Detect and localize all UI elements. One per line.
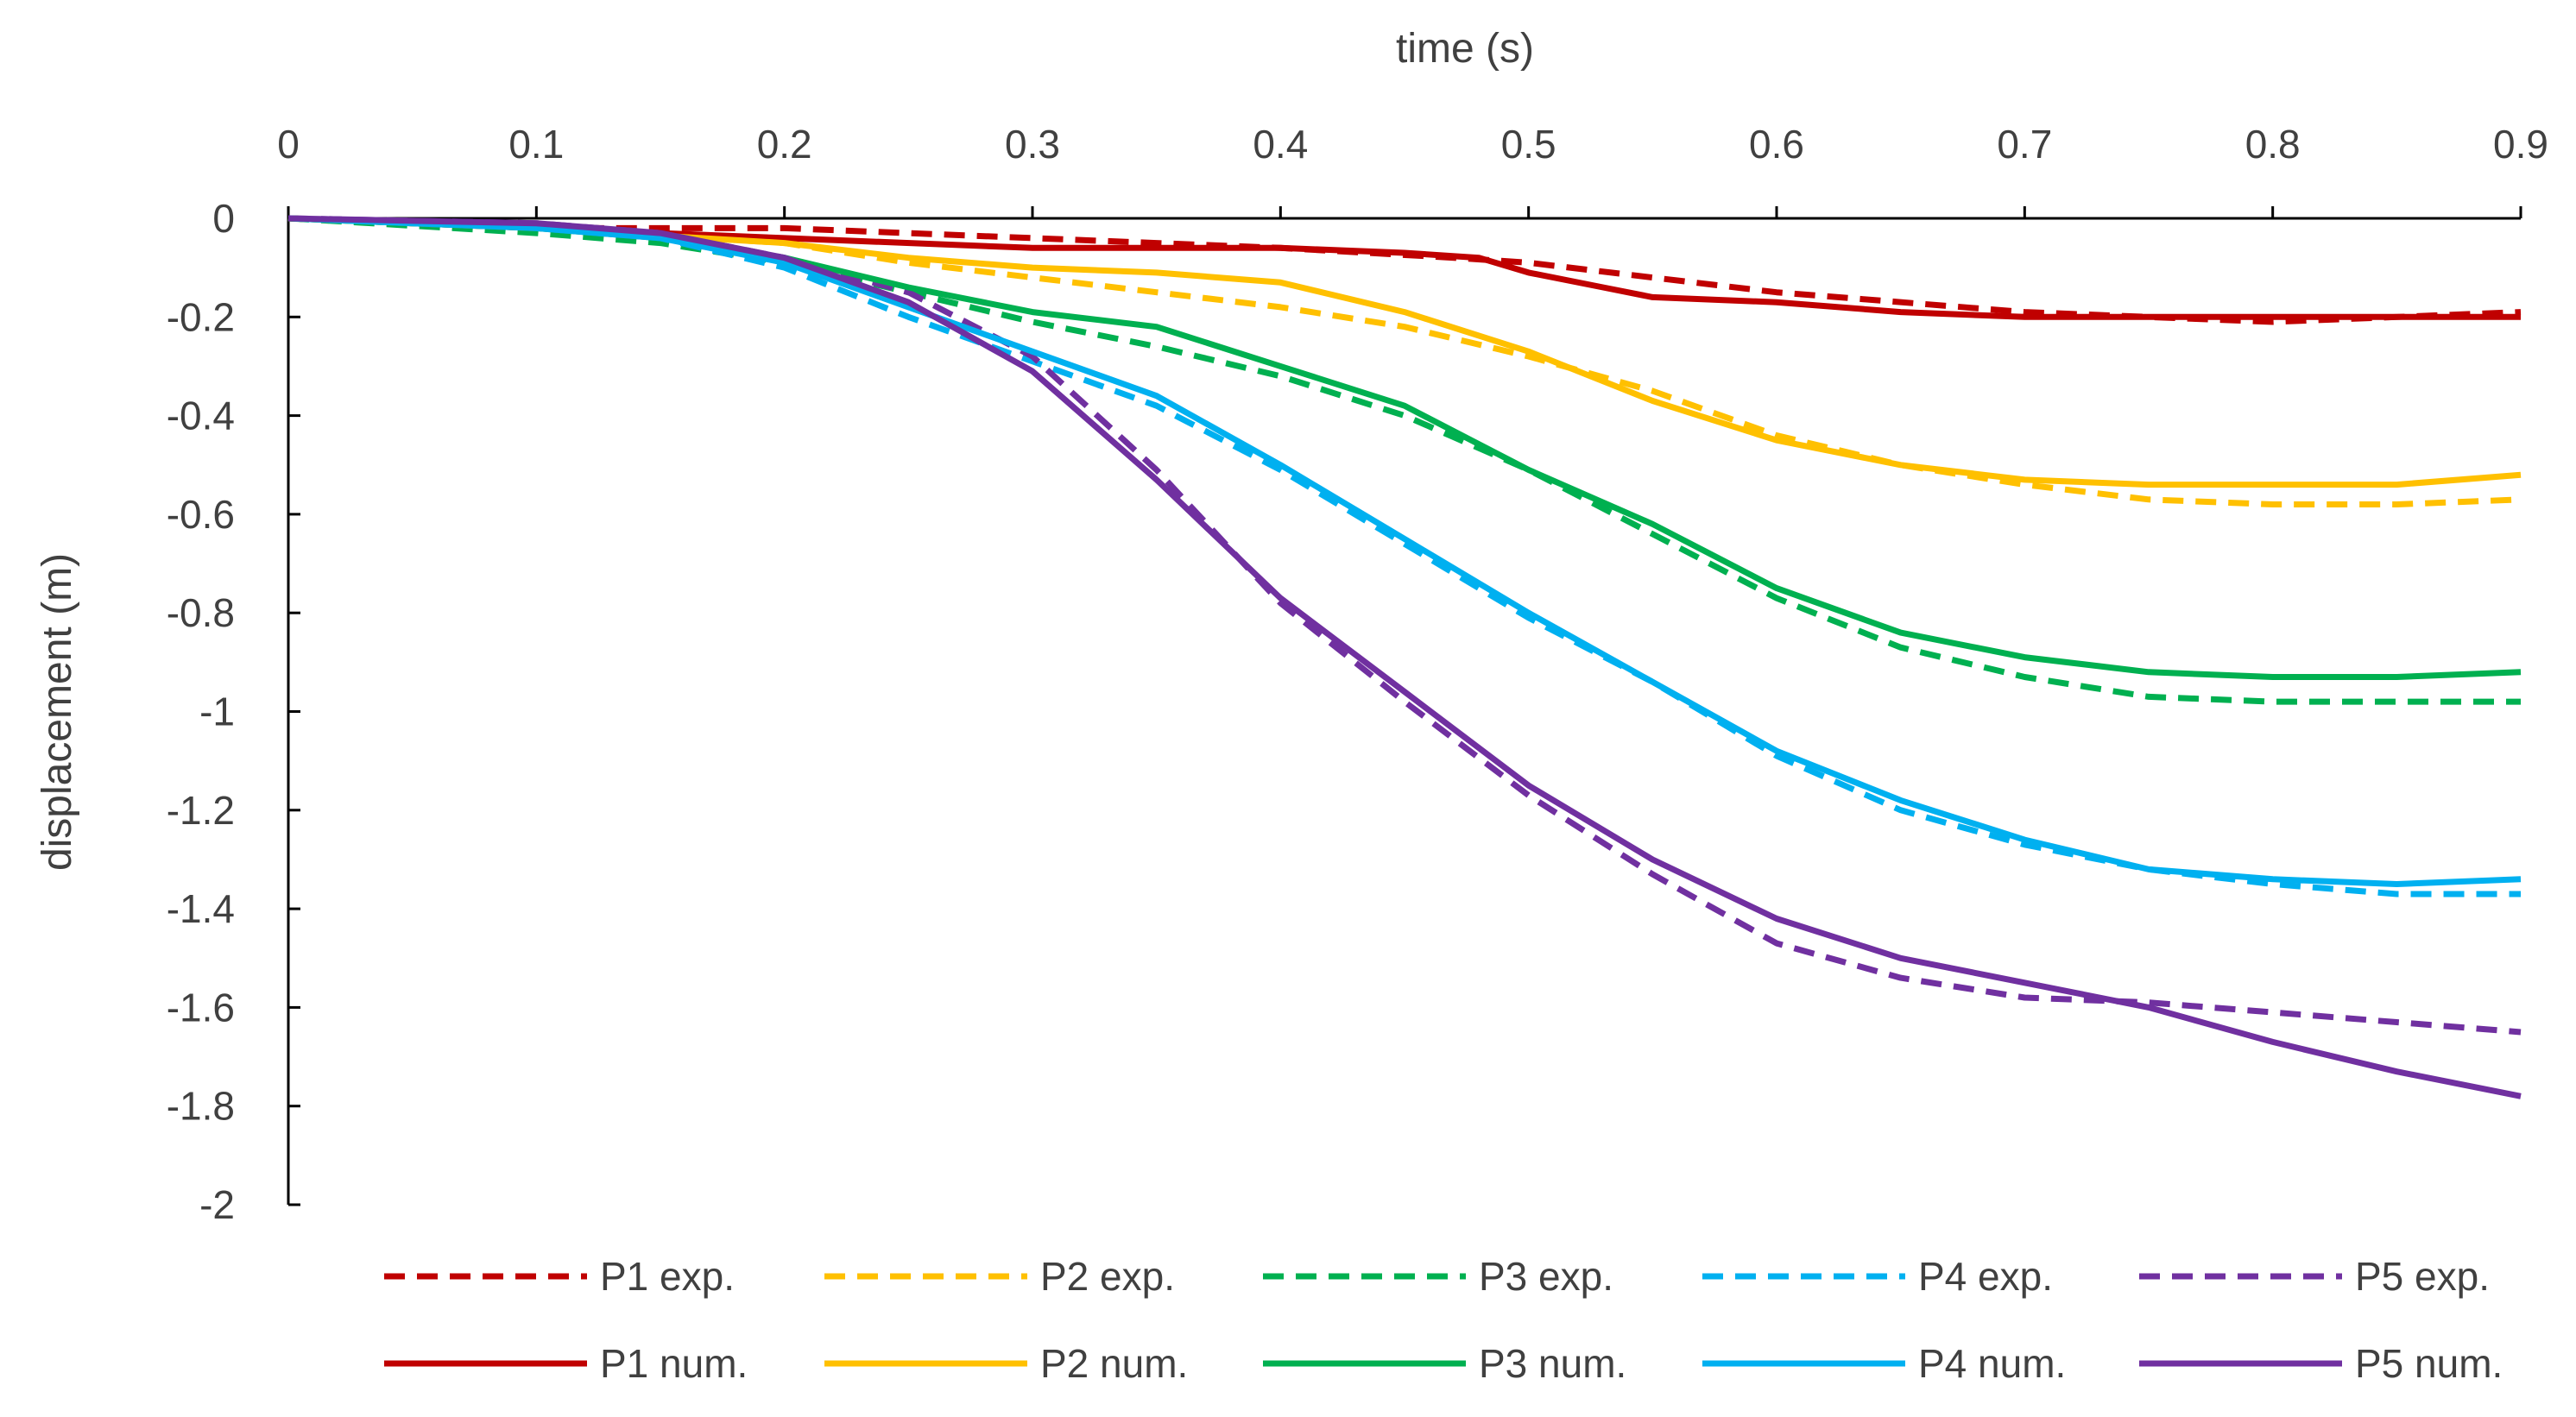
x-tick-label: 0.6 (1749, 122, 1804, 167)
y-tick-label: -1.8 (167, 1084, 235, 1129)
series-line-p3-num (287, 215, 2522, 680)
series-line-p2-num (287, 215, 2522, 488)
y-tick-label: 0 (212, 196, 235, 241)
legend-label: P3 exp. (1479, 1254, 1613, 1299)
series-line-p1-exp (287, 215, 2522, 325)
series-line-p1-num (287, 215, 2521, 320)
series-line-p3-exp (287, 215, 2521, 705)
x-tick-label: 0.2 (757, 122, 812, 167)
plot-area (287, 215, 2522, 1099)
x-tick-label: 0.8 (2245, 122, 2301, 167)
legend-label: P1 num. (600, 1341, 748, 1386)
x-tick-label: 0.9 (2493, 122, 2548, 167)
x-tick-label: 0.3 (1005, 122, 1060, 167)
x-axis-title: time (s) (1396, 26, 1534, 72)
legend: P1 exp. P2 exp. P3 exp. P4 exp. P5 exp. P1 nu… (384, 1254, 2503, 1386)
legend-label: P4 exp. (1918, 1254, 2053, 1299)
y-tick-label: -2 (199, 1182, 235, 1227)
legend-label: P5 exp. (2355, 1254, 2490, 1299)
y-tick-label: -0.8 (167, 590, 235, 635)
y-tick-label: -0.2 (167, 294, 235, 339)
legend-label: P4 num. (1918, 1341, 2066, 1386)
y-tick-label: -1.4 (167, 886, 235, 931)
legend-label: P3 num. (1479, 1341, 1626, 1386)
x-tick-label: 0.7 (1997, 122, 2052, 167)
y-tick-label: -0.4 (167, 394, 235, 438)
axes: 0 0.1 0.2 0.3 0.4 0.5 0.6 0.7 0.8 0.9 0 -0.2 -0.4 -0.… (167, 122, 2548, 1227)
legend-label: P1 exp. (600, 1254, 735, 1299)
x-tick-label: 0.5 (1501, 122, 1556, 167)
legend-label: P5 num. (2355, 1341, 2503, 1386)
y-axis-title: displacement (m) (35, 553, 80, 871)
series-line-p5-num (287, 215, 2522, 1099)
legend-label: P2 num. (1040, 1341, 1188, 1386)
x-tick-label: 0 (277, 122, 300, 167)
legend-label: P2 exp. (1040, 1254, 1175, 1299)
x-tick-label: 0.1 (508, 122, 564, 167)
series-line-p2-exp (287, 215, 2522, 507)
y-tick-label: -1.6 (167, 985, 235, 1030)
y-tick-label: -1 (199, 690, 235, 734)
series-line-p5-exp (287, 215, 2522, 1036)
y-tick-label: -0.6 (167, 492, 235, 537)
y-tick-label: -1.2 (167, 788, 235, 833)
series-line-p4-num (287, 215, 2522, 887)
x-tick-label: 0.4 (1253, 122, 1308, 167)
